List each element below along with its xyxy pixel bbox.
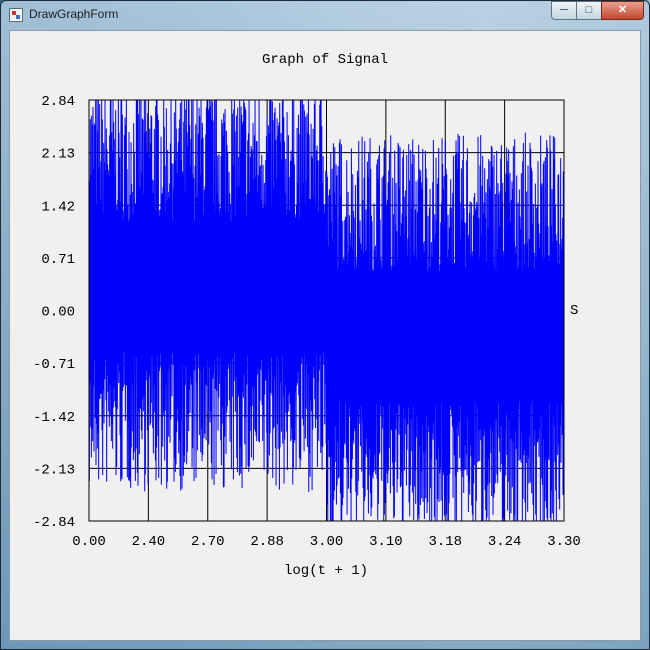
maximize-icon: □ [585,4,593,16]
signal-chart: Graph of Signal 0.00 2.40 2.70 2.88 3.00 3.10… [33,52,581,579]
minimize-icon: ─ [560,4,568,16]
chart-title: Graph of Signal [262,52,388,68]
window-title: DrawGraphForm [29,7,119,21]
x-axis-label: log(t + 1) [284,563,368,579]
y-tick-label: 2.13 [41,147,75,163]
form-icon [9,8,23,22]
x-tick-label: 3.18 [428,534,462,550]
graph-panel: Graph of Signal 0.00 2.40 2.70 2.88 3.00 3.10… [9,30,641,641]
close-button[interactable]: ✕ [601,1,644,20]
y-tick-label: -2.84 [33,515,75,531]
x-tick-label: 3.24 [488,534,522,550]
x-tick-label: 3.10 [369,534,403,550]
y-tick-label: 1.42 [41,199,75,215]
y-tick-label: 0.00 [41,305,75,321]
x-tick-label: 2.40 [132,534,166,550]
x-tick-label: 3.00 [310,534,344,550]
y-tick-label: 2.84 [41,94,75,110]
y-tick-label: -0.71 [33,357,75,373]
y-axis-label: S [570,303,578,319]
x-tick-label: 2.88 [250,534,284,550]
minimize-button[interactable]: ─ [551,1,577,20]
close-icon: ✕ [617,4,628,16]
x-tick-label: 3.30 [547,534,581,550]
y-tick-label: -1.42 [33,410,75,426]
x-tick-labels: 0.00 2.40 2.70 2.88 3.00 3.10 3.18 3.24 3.30 [72,534,581,550]
x-tick-label: 0.00 [72,534,106,550]
y-tick-label: 0.71 [41,252,75,268]
plot-frame [88,99,565,522]
maximize-button[interactable]: □ [576,1,602,20]
title-bar[interactable]: DrawGraphForm ─ □ ✕ [1,1,649,29]
signal-line [88,99,565,522]
x-tick-label: 2.70 [191,534,225,550]
y-tick-labels: 2.84 2.13 1.42 0.71 0.00 -0.71 -1.42 -2.13 -2.84 [33,94,75,531]
y-tick-label: -2.13 [33,462,75,478]
